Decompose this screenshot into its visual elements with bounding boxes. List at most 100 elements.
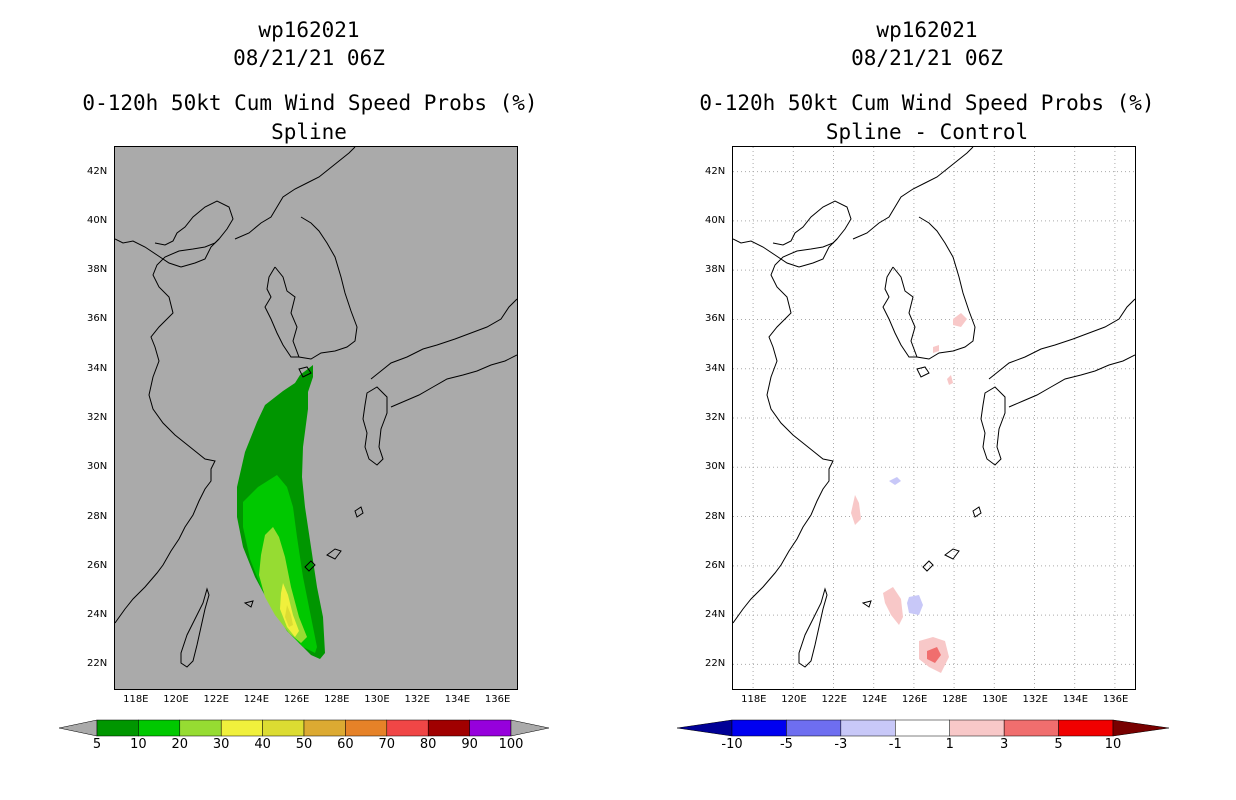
coastlines	[733, 147, 1135, 668]
diff-positive-korea	[953, 313, 967, 327]
lat-tick-label: 32N	[705, 412, 726, 423]
colorbar-label: 90	[461, 737, 478, 752]
lon-tick-label: 122E	[821, 694, 847, 705]
lat-tick-label: 28N	[87, 510, 108, 522]
lat-tick-label: 42N	[87, 165, 108, 177]
lon-tick-label: 118E	[123, 694, 149, 705]
diff-positive-south-core	[927, 647, 941, 663]
colorbar-label: 5	[1054, 737, 1063, 752]
lat-tick-label: 36N	[87, 313, 108, 325]
lon-tick-label: 136E	[1102, 694, 1129, 705]
right-colorbar-boxes	[731, 719, 1114, 737]
diff-positive-mid	[883, 587, 903, 625]
colorbar-label: 30	[212, 737, 230, 752]
colorbar-label: 80	[419, 737, 437, 752]
lat-tick-label: 30N	[87, 461, 108, 473]
lat-tick-label: 26N	[705, 559, 726, 571]
colorbar-swatch	[469, 719, 512, 737]
colorbar-label: -1	[888, 737, 902, 752]
lat-tick-label: 24N	[87, 609, 108, 621]
lat-tick-label: 34N	[87, 362, 108, 374]
lat-tick-label: 24N	[705, 609, 726, 621]
left-colorbar	[58, 719, 550, 737]
right-map	[732, 146, 1136, 690]
colorbar-swatch	[949, 719, 1005, 737]
colorbar-label: 10	[130, 737, 147, 752]
colorbar-label: -3	[834, 737, 848, 752]
lon-tick-label: 118E	[741, 694, 767, 705]
lon-tick-label: 120E	[163, 694, 189, 705]
diff-positive-korea-south	[933, 345, 939, 353]
right-colorbar	[676, 719, 1170, 737]
colorbar-label: -10	[721, 737, 743, 752]
colorbar-swatch	[179, 719, 222, 737]
lat-tick-label: 34N	[705, 362, 726, 374]
lat-tick-label: 26N	[87, 559, 108, 571]
colorbar-label: 1	[945, 737, 954, 752]
lon-tick-label: 122E	[203, 694, 229, 705]
left-datetime: 08/21/21 06Z	[233, 46, 385, 70]
lat-tick-label: 22N	[705, 658, 726, 670]
lon-tick-label: 126E	[283, 694, 310, 705]
colorbar-swatch	[220, 719, 263, 737]
lat-tick-label: 28N	[705, 510, 726, 522]
colorbar-swatch	[1058, 719, 1114, 737]
lon-tick-label: 134E	[444, 694, 471, 705]
lat-tick-label: 36N	[705, 313, 726, 325]
colorbar-swatch	[262, 719, 305, 737]
colorbar-label: -5	[779, 737, 793, 752]
colorbar-label: 100	[498, 737, 524, 752]
colorbar-swatch	[840, 719, 896, 737]
lat-tick-label: 40N	[705, 214, 726, 226]
colorbar-swatch	[138, 719, 181, 737]
lon-tick-label: 128E	[324, 694, 350, 705]
lon-tick-label: 124E	[861, 694, 888, 705]
left-colorbar-high-arrow	[510, 719, 550, 737]
lon-tick-label: 126E	[901, 694, 928, 705]
left-product-title: 0-120h 50kt Cum Wind Speed Probs (%)	[82, 91, 538, 115]
colorbar-swatch	[786, 719, 842, 737]
probability-contours	[237, 365, 325, 659]
colorbar-label: 5	[92, 737, 102, 752]
prob-contour-40	[285, 605, 293, 627]
colorbar-swatch	[731, 719, 787, 737]
lon-tick-label: 128E	[942, 694, 968, 705]
colorbar-swatch	[96, 719, 139, 737]
right-subtitle: Spline - Control	[825, 120, 1029, 144]
right-storm-id: wp162021	[876, 18, 978, 42]
left-map	[114, 146, 518, 690]
lat-tick-label: 30N	[705, 461, 726, 473]
coastlines	[115, 147, 517, 668]
diff-negative-mid	[907, 595, 923, 615]
colorbar-swatch	[427, 719, 470, 737]
lon-tick-label: 130E	[364, 694, 390, 705]
prob-contour-30	[280, 583, 299, 637]
colorbar-label: 10	[1104, 737, 1122, 752]
lon-tick-label: 120E	[781, 694, 807, 705]
lon-tick-label: 136E	[484, 694, 511, 705]
colorbar-swatch	[386, 719, 429, 737]
lat-tick-label: 22N	[87, 658, 108, 670]
right-colorbar-low-arrow	[676, 719, 733, 737]
left-subtitle: Spline	[271, 120, 347, 144]
lat-tick-label: 42N	[705, 165, 726, 177]
right-colorbar-high-arrow	[1112, 719, 1170, 737]
left-storm-id: wp162021	[258, 18, 360, 42]
lon-tick-label: 124E	[243, 694, 270, 705]
lat-tick-label: 32N	[87, 412, 108, 423]
colorbar-swatch	[303, 719, 346, 737]
colorbar-label: 20	[171, 737, 189, 752]
left-colorbar-low-arrow	[58, 719, 98, 737]
right-datetime: 08/21/21 06Z	[851, 46, 1003, 70]
colorbar-label: 3	[1000, 737, 1009, 752]
lat-tick-label: 38N	[87, 264, 108, 276]
diff-positive-strait	[947, 375, 953, 385]
diff-negative-east-china-sea	[889, 477, 901, 485]
lon-tick-label: 132E	[1022, 694, 1048, 705]
colorbar-label: 50	[295, 737, 313, 752]
colorbar-label: 70	[378, 737, 396, 752]
lat-tick-label: 40N	[87, 214, 108, 226]
right-product-title: 0-120h 50kt Cum Wind Speed Probs (%)	[699, 91, 1155, 115]
colorbar-swatch	[1003, 719, 1059, 737]
lat-tick-label: 38N	[705, 264, 726, 276]
